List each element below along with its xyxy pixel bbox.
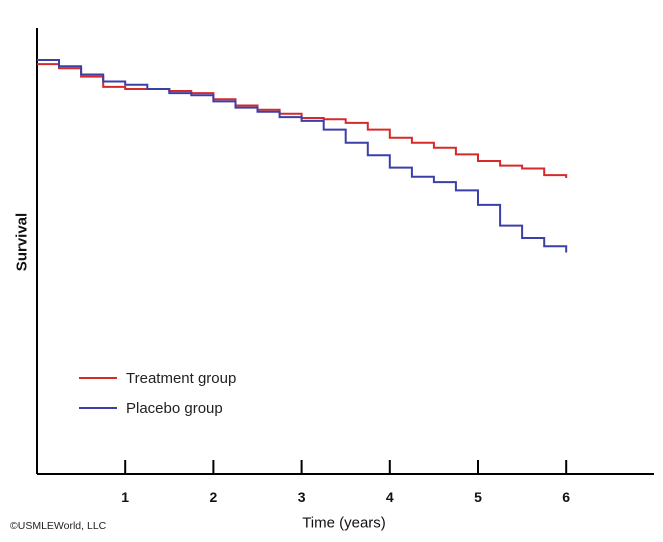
legend-item-treatment: Treatment group: [79, 368, 236, 388]
legend-swatch-placebo: [79, 407, 117, 409]
legend-item-placebo: Placebo group: [79, 398, 223, 418]
x-tick-label-1: 1: [121, 489, 129, 505]
legend-label-treatment: Treatment group: [126, 369, 237, 387]
x-tick-label-2: 2: [210, 489, 218, 505]
series-line-placebo: [37, 59, 568, 253]
legend-swatch-treatment: [79, 377, 117, 379]
legend-label-placebo: Placebo group: [126, 399, 223, 417]
x-tick-label-6: 6: [562, 489, 570, 505]
series-line-treatment: [37, 63, 568, 178]
x-tick-label-5: 5: [474, 489, 482, 505]
copyright-credit: ©USMLEWorld, LLC: [10, 520, 107, 532]
x-tick-label-4: 4: [386, 489, 394, 505]
y-axis-label: Survival: [13, 212, 31, 272]
x-axis-label: Time (years): [302, 514, 386, 532]
x-tick-label-3: 3: [298, 489, 306, 505]
